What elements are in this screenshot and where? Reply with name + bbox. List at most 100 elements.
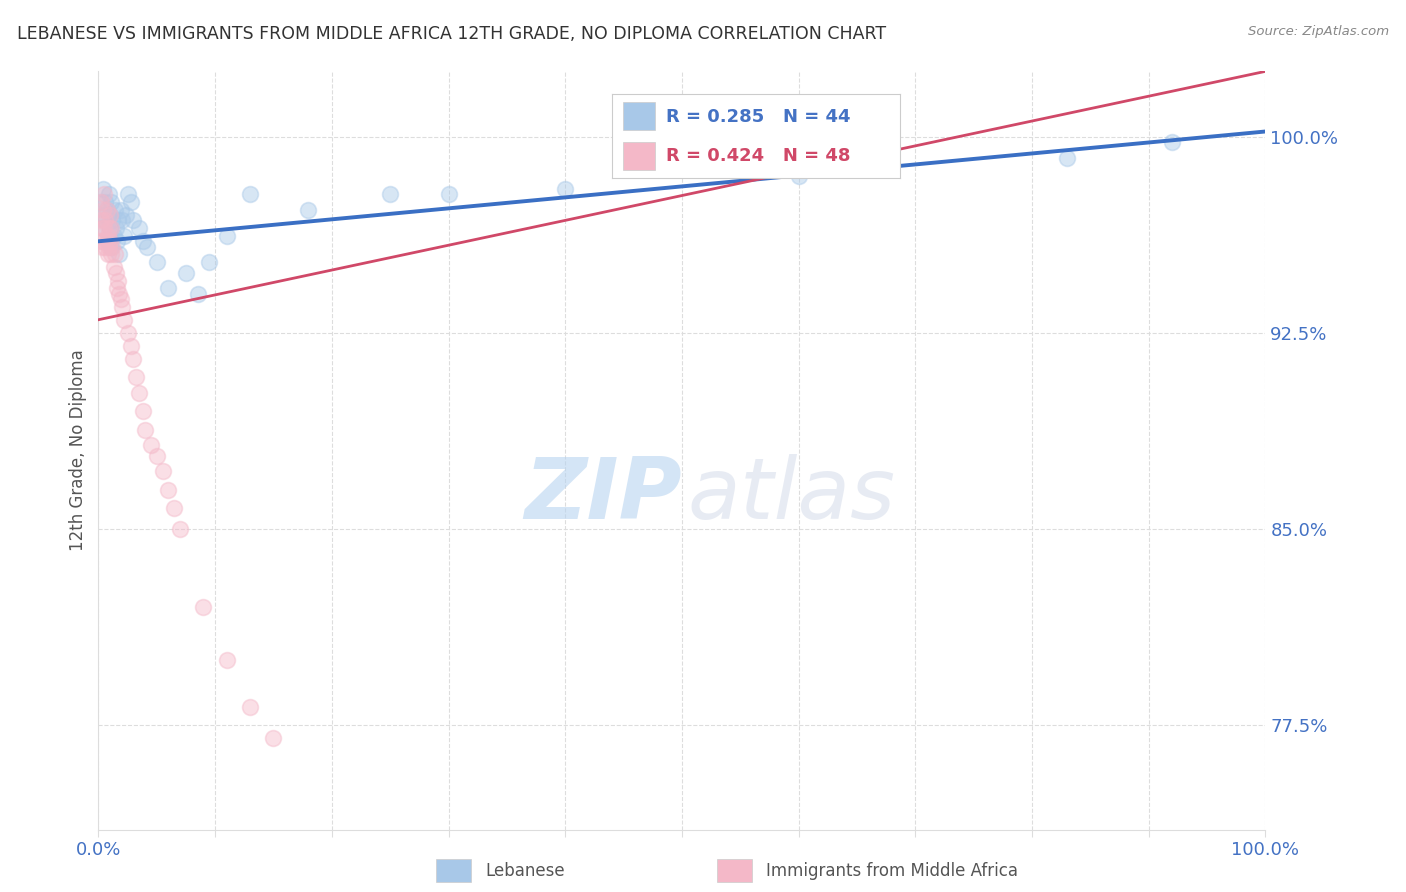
Point	[146, 255, 169, 269]
Text: Immigrants from Middle Africa: Immigrants from Middle Africa	[766, 862, 1018, 880]
Point	[90, 195, 112, 210]
Point	[1056, 151, 1078, 165]
Point	[91, 202, 114, 217]
Point	[115, 208, 138, 222]
Point	[139, 438, 162, 452]
Text: R = 0.424   N = 48: R = 0.424 N = 48	[666, 147, 851, 165]
Point	[152, 464, 174, 478]
Point	[146, 449, 169, 463]
Point	[90, 239, 112, 253]
Point	[117, 187, 139, 202]
Point	[554, 182, 576, 196]
Point	[90, 213, 112, 227]
Point	[101, 239, 124, 253]
Point	[134, 423, 156, 437]
Point	[122, 213, 145, 227]
Text: R = 0.285   N = 44: R = 0.285 N = 44	[666, 108, 851, 126]
Point	[111, 213, 134, 227]
Point	[112, 229, 135, 244]
Point	[117, 326, 139, 340]
Text: LEBANESE VS IMMIGRANTS FROM MIDDLE AFRICA 12TH GRADE, NO DIPLOMA CORRELATION CHA: LEBANESE VS IMMIGRANTS FROM MIDDLE AFRIC…	[17, 25, 886, 43]
Point	[94, 213, 117, 227]
Point	[100, 239, 122, 253]
Point	[105, 281, 128, 295]
Point	[111, 300, 134, 314]
Point	[100, 247, 122, 261]
Point	[169, 522, 191, 536]
Point	[125, 370, 148, 384]
Point	[98, 235, 121, 249]
Point	[94, 239, 117, 253]
Point	[108, 286, 131, 301]
Point	[193, 600, 215, 615]
FancyBboxPatch shape	[717, 859, 752, 882]
Point	[239, 187, 262, 202]
Point	[104, 221, 127, 235]
Point	[1161, 135, 1184, 149]
Point	[97, 229, 120, 244]
Point	[89, 235, 111, 249]
FancyBboxPatch shape	[436, 859, 471, 882]
Point	[93, 187, 115, 202]
Point	[187, 286, 209, 301]
Point	[128, 386, 150, 401]
Point	[163, 500, 186, 515]
Point	[107, 273, 129, 287]
Point	[98, 208, 121, 222]
Point	[103, 260, 125, 275]
Point	[239, 699, 262, 714]
FancyBboxPatch shape	[623, 103, 655, 130]
Text: Lebanese: Lebanese	[485, 862, 565, 880]
Point	[110, 202, 132, 217]
Point	[101, 213, 124, 227]
Point	[262, 731, 284, 745]
Point	[97, 239, 120, 253]
Point	[91, 235, 114, 249]
Point	[437, 187, 460, 202]
Point	[215, 229, 238, 244]
Point	[98, 208, 121, 222]
Point	[90, 221, 112, 235]
Point	[97, 187, 120, 202]
Point	[380, 187, 402, 202]
Point	[97, 221, 120, 235]
Point	[157, 483, 180, 497]
Point	[105, 235, 128, 249]
Point	[93, 208, 115, 222]
Point	[112, 312, 135, 326]
Point	[787, 169, 810, 183]
Point	[100, 195, 122, 210]
Point	[120, 195, 142, 210]
Point	[120, 339, 142, 353]
Point	[100, 221, 122, 235]
Point	[132, 235, 155, 249]
Text: atlas: atlas	[688, 454, 896, 538]
Text: Source: ZipAtlas.com: Source: ZipAtlas.com	[1249, 25, 1389, 38]
Point	[198, 255, 221, 269]
Point	[90, 195, 112, 210]
Point	[157, 281, 180, 295]
Point	[96, 235, 118, 249]
Point	[215, 652, 238, 666]
Y-axis label: 12th Grade, No Diploma: 12th Grade, No Diploma	[69, 350, 87, 551]
Point	[104, 247, 127, 261]
Point	[297, 202, 319, 217]
Text: ZIP: ZIP	[524, 454, 682, 538]
Point	[96, 202, 118, 217]
Point	[93, 221, 115, 235]
Point	[90, 221, 112, 235]
Point	[104, 202, 127, 217]
Point	[98, 221, 121, 235]
Point	[104, 266, 127, 280]
FancyBboxPatch shape	[623, 142, 655, 169]
Point	[107, 213, 129, 227]
Point	[108, 247, 131, 261]
Point	[91, 182, 114, 196]
Point	[97, 235, 120, 249]
Point	[103, 229, 125, 244]
Point	[97, 247, 120, 261]
Point	[132, 404, 155, 418]
Point	[96, 202, 118, 217]
Point	[128, 221, 150, 235]
Point	[110, 292, 132, 306]
